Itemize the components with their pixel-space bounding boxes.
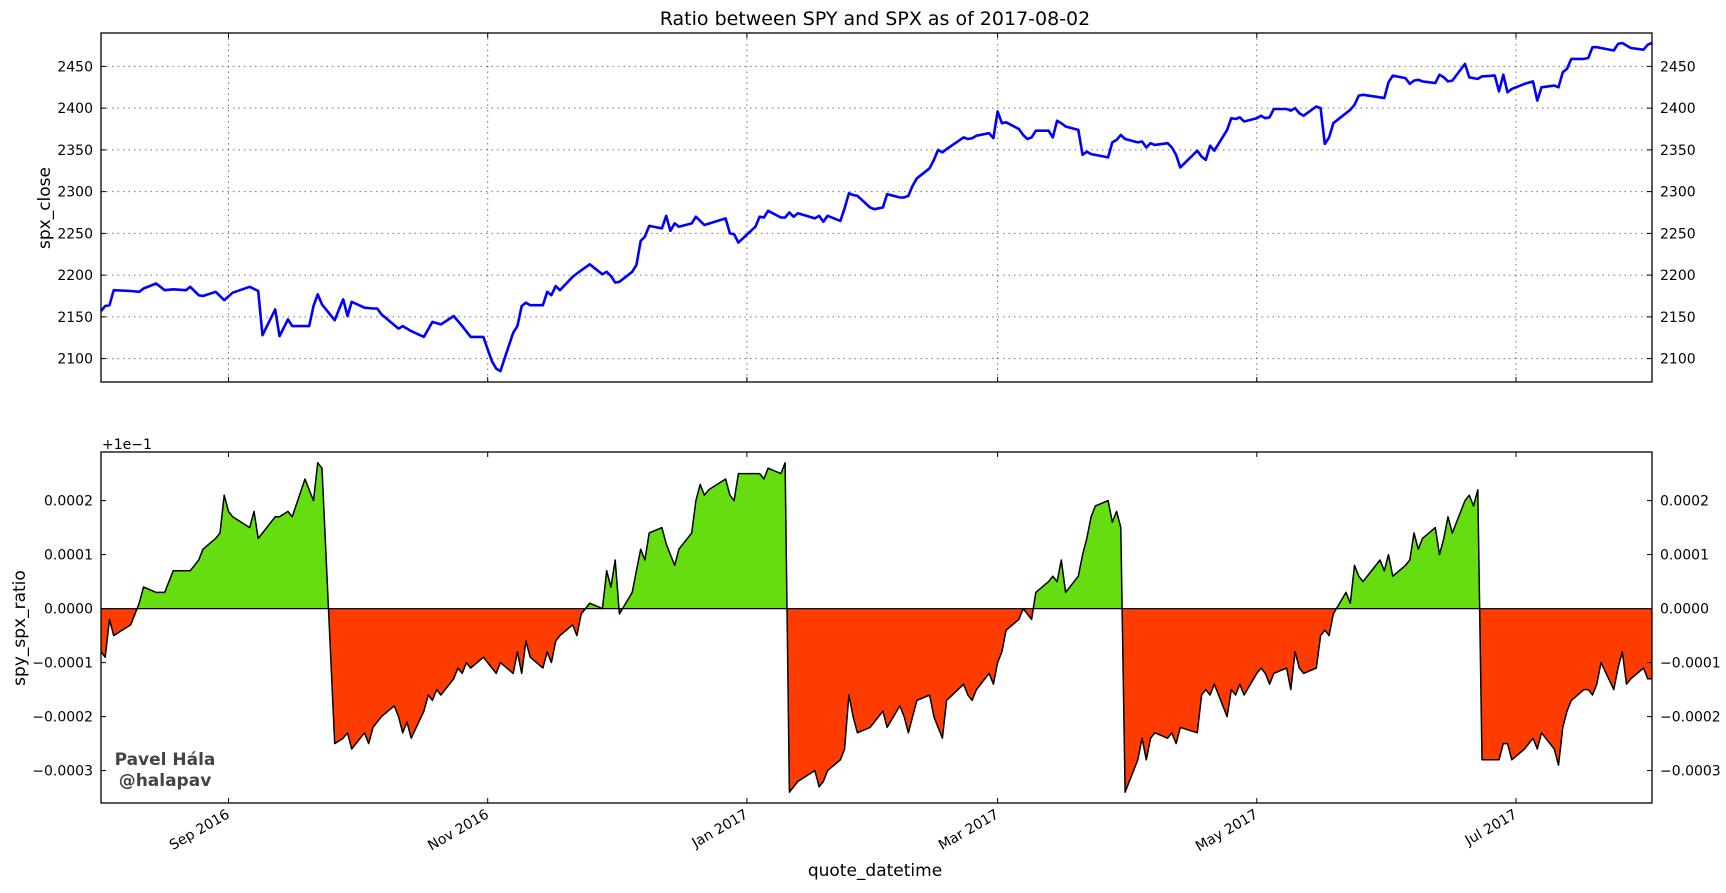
spy-spx-ratio-panel: −0.0003 −0.0003 −0.0002 −0.0002 −0.0001 −0.00… [32,451,1721,855]
top-ytick-label-right-3: 2250 [1660,226,1696,242]
bottom-ytick-label-right-1: −0.0002 [1660,710,1721,726]
watermark-handle: @halapav [119,771,212,791]
watermark-name: Pavel Hála [115,750,216,770]
bottom-frame [100,451,1653,804]
top-frame [100,32,1653,383]
top-ytick-label-right-0: 2100 [1660,352,1696,368]
top-ytick-label-left-7: 2450 [57,59,93,75]
bottom-xtick-label-5: Jul 2017 [1462,807,1520,850]
top-y-axis-label: spx_close [35,167,55,249]
top-ytick-label-right-1: 2150 [1660,310,1696,326]
top-ytick-label-left-2: 2200 [57,268,93,284]
bottom-series-line [100,462,1652,793]
top-ytick-label-right-5: 2350 [1660,143,1696,159]
top-ytick-label-right-4: 2300 [1660,185,1696,201]
bottom-offset-label: +1e−1 [102,437,152,453]
bottom-ytick-label-left-5: 0.0002 [44,494,93,510]
bottom-xtick-label-4: May 2017 [1193,807,1261,855]
bottom-xtick-label-0: Sep 2016 [167,807,233,854]
bottom-xtick-label-2: Jan 2017 [689,807,751,852]
top-ytick-label-left-3: 2250 [57,226,93,242]
bottom-ytick-label-left-2: −0.0001 [32,656,93,672]
bottom-ytick-label-right-5: 0.0002 [1660,494,1709,510]
bottom-ytick-label-right-4: 0.0001 [1660,548,1709,564]
bottom-ytick-label-right-3: 0.0000 [1660,602,1709,618]
bottom-ytick-label-left-3: 0.0000 [44,602,93,618]
top-ytick-label-left-5: 2350 [57,143,93,159]
bottom-xtick-label-3: Mar 2017 [936,807,1002,854]
top-ytick-label-right-6: 2400 [1660,101,1696,117]
top-series-line [100,41,1653,373]
bottom-negative-area [101,608,1652,793]
top-ytick-label-left-4: 2300 [57,185,93,201]
top-ytick-label-right-2: 2200 [1660,268,1696,284]
bottom-x-axis-label: quote_datetime [808,861,942,881]
top-ytick-label-left-1: 2150 [57,310,93,326]
bottom-ytick-label-left-1: −0.0002 [32,710,93,726]
bottom-ytick-label-left-4: 0.0001 [44,548,93,564]
top-ytick-label-right-7: 2450 [1660,59,1696,75]
top-ytick-label-left-6: 2400 [57,101,93,117]
bottom-ytick-label-right-2: −0.0001 [1660,656,1721,672]
spx-close-panel: 2100 2100 2150 2150 2200 2200 2250 2250 2300 2300… [57,32,1696,383]
bottom-xtick-label-1: Nov 2016 [425,807,491,855]
bottom-ytick-label-left-0: −0.0003 [32,764,93,780]
chart-title: Ratio between SPY and SPX as of 2017-08-… [660,8,1090,30]
bottom-y-axis-label: spy_spx_ratio [10,570,30,686]
bottom-positive-area [101,462,1652,609]
bottom-ytick-label-right-0: −0.0003 [1660,764,1721,780]
top-ytick-label-left-0: 2100 [57,352,93,368]
